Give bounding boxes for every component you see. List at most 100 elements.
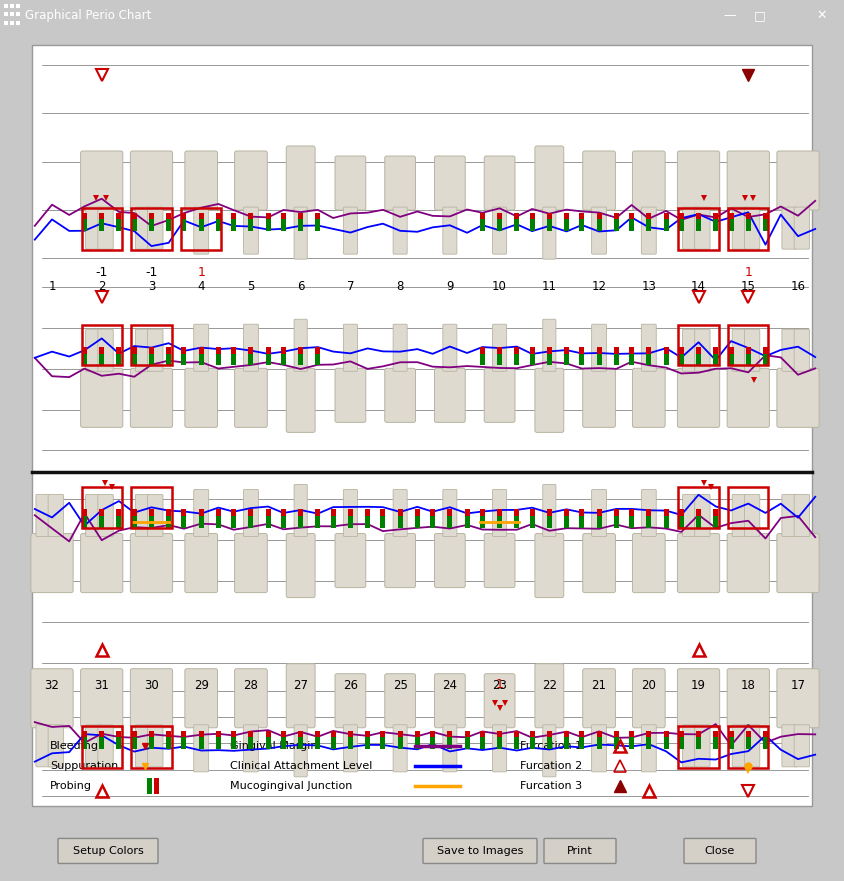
FancyBboxPatch shape [641, 207, 656, 254]
Bar [265, 515, 270, 528]
Bar [613, 515, 618, 528]
Text: 13: 13 [641, 279, 656, 292]
Bar [613, 353, 618, 366]
Text: 17: 17 [790, 679, 804, 692]
FancyBboxPatch shape [731, 494, 747, 537]
Bar [728, 487, 767, 528]
Text: —: — [723, 9, 735, 22]
Bar [166, 731, 171, 737]
FancyBboxPatch shape [534, 663, 563, 728]
FancyBboxPatch shape [677, 368, 719, 427]
Bar [496, 353, 501, 366]
FancyBboxPatch shape [683, 839, 755, 863]
Text: Suppuration: Suppuration [50, 761, 118, 771]
FancyBboxPatch shape [744, 329, 759, 371]
Bar [712, 731, 717, 737]
FancyBboxPatch shape [641, 725, 656, 772]
Bar [646, 213, 651, 219]
Bar [132, 731, 137, 737]
FancyBboxPatch shape [434, 368, 465, 422]
Text: Graphical Perio Chart: Graphical Perio Chart [25, 9, 151, 22]
FancyBboxPatch shape [582, 151, 614, 210]
Bar [198, 347, 203, 353]
Bar [546, 219, 551, 231]
Bar [646, 347, 651, 353]
FancyBboxPatch shape [793, 329, 809, 371]
Bar [181, 219, 187, 231]
Text: Close: Close [704, 846, 734, 856]
Bar [678, 325, 717, 366]
FancyBboxPatch shape [484, 534, 514, 588]
FancyBboxPatch shape [193, 725, 208, 772]
Bar [181, 353, 187, 366]
FancyBboxPatch shape [781, 725, 797, 766]
FancyBboxPatch shape [185, 151, 217, 210]
FancyBboxPatch shape [334, 368, 365, 422]
FancyBboxPatch shape [542, 485, 555, 537]
Text: 10: 10 [491, 279, 506, 292]
Bar [678, 219, 683, 231]
FancyBboxPatch shape [423, 839, 537, 863]
Bar [298, 509, 303, 515]
Bar [663, 737, 668, 749]
Bar [265, 213, 270, 219]
Bar [446, 509, 452, 515]
FancyBboxPatch shape [286, 368, 315, 433]
Bar [745, 219, 749, 231]
Bar [728, 219, 733, 231]
FancyBboxPatch shape [727, 151, 769, 210]
Bar [628, 213, 633, 219]
FancyBboxPatch shape [31, 534, 73, 593]
Text: 29: 29 [193, 679, 208, 692]
Bar [82, 213, 87, 219]
FancyBboxPatch shape [80, 534, 122, 593]
Bar [298, 213, 303, 219]
Bar [231, 347, 236, 353]
Bar [464, 515, 469, 528]
FancyBboxPatch shape [85, 329, 101, 371]
Bar [398, 731, 402, 737]
Bar [16, 4, 20, 8]
Bar [365, 509, 370, 515]
Bar [712, 509, 717, 515]
Bar [248, 737, 253, 749]
Bar [529, 213, 534, 219]
FancyBboxPatch shape [235, 368, 267, 427]
Bar [464, 509, 469, 515]
FancyBboxPatch shape [731, 725, 747, 766]
Bar [464, 731, 469, 737]
Bar [745, 353, 749, 366]
Bar [216, 737, 220, 749]
FancyBboxPatch shape [492, 490, 506, 537]
Bar [414, 731, 419, 737]
FancyBboxPatch shape [682, 207, 697, 249]
Bar [596, 737, 601, 749]
Bar [132, 347, 137, 353]
Bar [613, 731, 618, 737]
Text: Print: Print [566, 846, 592, 856]
Text: 4: 4 [197, 279, 205, 292]
Bar [762, 737, 767, 749]
Bar [464, 737, 469, 749]
Bar [728, 353, 733, 366]
Bar [496, 515, 501, 528]
FancyBboxPatch shape [130, 151, 172, 210]
Bar [663, 509, 668, 515]
Bar [678, 509, 683, 515]
Text: 1: 1 [197, 266, 205, 279]
Text: 12: 12 [591, 279, 606, 292]
Bar [298, 737, 303, 749]
FancyBboxPatch shape [343, 207, 357, 254]
Bar [149, 353, 154, 366]
FancyBboxPatch shape [130, 534, 172, 593]
Bar [132, 353, 137, 366]
Bar [579, 515, 584, 528]
FancyBboxPatch shape [631, 534, 664, 593]
Bar [181, 515, 187, 528]
FancyBboxPatch shape [85, 207, 101, 249]
Bar [216, 731, 220, 737]
FancyBboxPatch shape [98, 329, 113, 371]
Bar [663, 515, 668, 528]
Bar [663, 731, 668, 737]
Bar [695, 515, 701, 528]
